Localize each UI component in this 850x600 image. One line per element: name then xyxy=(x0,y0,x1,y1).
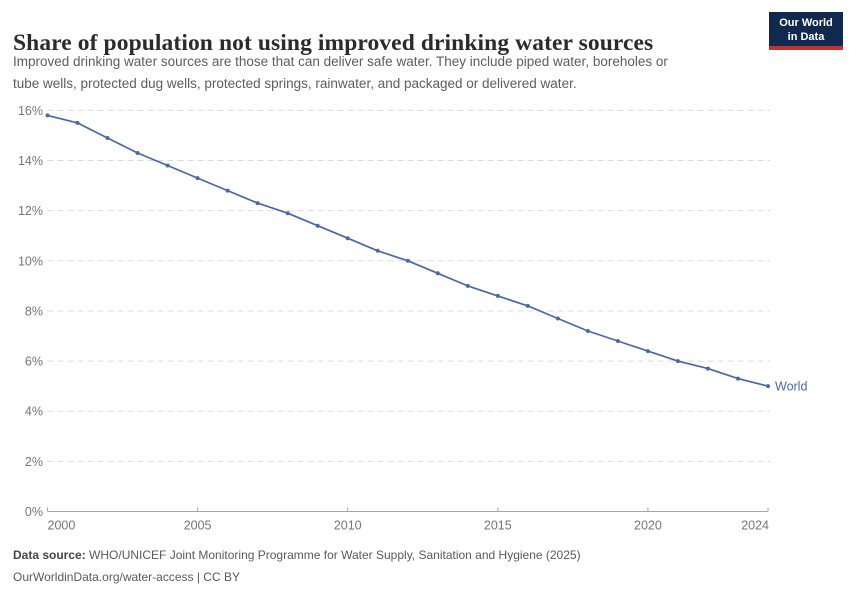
y-axis-tick-label: 16% xyxy=(18,104,43,118)
data-point-marker xyxy=(435,271,440,276)
x-axis-tick-label: 2000 xyxy=(48,519,76,533)
y-axis-tick-label: 2% xyxy=(25,455,43,469)
data-point-marker xyxy=(165,163,170,168)
y-axis-tick-label: 14% xyxy=(18,154,43,168)
footer-attribution[interactable]: OurWorldinData.org/water-access | CC BY xyxy=(13,569,240,584)
data-point-marker xyxy=(585,329,590,333)
data-point-marker xyxy=(645,349,650,354)
x-axis-tick-label: 2020 xyxy=(634,519,662,533)
data-point-marker xyxy=(375,248,380,253)
chart-subtitle-line1: Improved drinking water sources are thos… xyxy=(13,54,668,69)
chart-subtitle-line2: tube wells, protected dug wells, protect… xyxy=(13,75,577,91)
data-point-marker xyxy=(766,384,770,389)
chart-title: Share of population not using improved d… xyxy=(13,29,654,56)
chart-footer: Data source: WHO/UNICEF Joint Monitoring… xyxy=(13,545,581,588)
y-axis-tick-label: 12% xyxy=(18,204,43,218)
y-axis-tick-label: 4% xyxy=(25,405,43,419)
x-axis-tick-label: 2024 xyxy=(741,519,769,533)
world-series-line xyxy=(46,114,769,387)
data-point-marker xyxy=(195,176,200,181)
y-axis-tick-label: 8% xyxy=(25,304,43,318)
data-point-marker xyxy=(615,339,620,343)
y-axis-tick-label: 10% xyxy=(18,254,43,268)
data-point-marker xyxy=(45,113,50,118)
x-axis-tick-label: 2015 xyxy=(484,519,512,533)
x-axis-tick-label: 2005 xyxy=(184,519,212,533)
chart-subtitle: Improved drinking water sources are thos… xyxy=(13,51,773,94)
footer-datasource-line: Data source: WHO/UNICEF Joint Monitoring… xyxy=(13,545,581,567)
data-point-marker xyxy=(495,293,500,298)
y-axis-tick-label: 6% xyxy=(25,355,43,369)
y-axis-tick-label: 0% xyxy=(25,505,43,519)
data-point-marker xyxy=(706,366,710,371)
data-point-marker xyxy=(255,201,260,206)
datasource-label: Data source: xyxy=(13,548,86,562)
data-point-marker xyxy=(225,188,230,193)
line-chart-canvas[interactable]: 0% 2% 4% 6% 8% 10% 12% 14% 16% 2000 2005 2010 2015 20… xyxy=(0,0,850,545)
data-point-marker xyxy=(105,136,110,140)
x-axis-tick-label: 2010 xyxy=(334,519,362,533)
data-point-marker xyxy=(135,151,140,155)
datasource-text: WHO/UNICEF Joint Monitoring Programme fo… xyxy=(89,548,581,562)
data-point-marker xyxy=(675,359,680,364)
data-point-marker xyxy=(75,120,80,125)
data-point-marker xyxy=(345,236,350,241)
owid-logo-line1: Our World xyxy=(779,17,833,29)
data-point-marker xyxy=(405,258,410,263)
data-point-marker xyxy=(465,283,470,288)
series-label-world[interactable]: World xyxy=(775,380,807,394)
owid-logo-line2: in Data xyxy=(787,31,825,43)
owid-logo[interactable]: Our World in Data xyxy=(769,12,843,50)
data-point-marker xyxy=(285,211,290,216)
data-point-marker xyxy=(736,376,740,381)
data-point-marker xyxy=(525,303,530,308)
data-point-marker xyxy=(555,316,560,321)
data-point-marker xyxy=(315,223,320,228)
